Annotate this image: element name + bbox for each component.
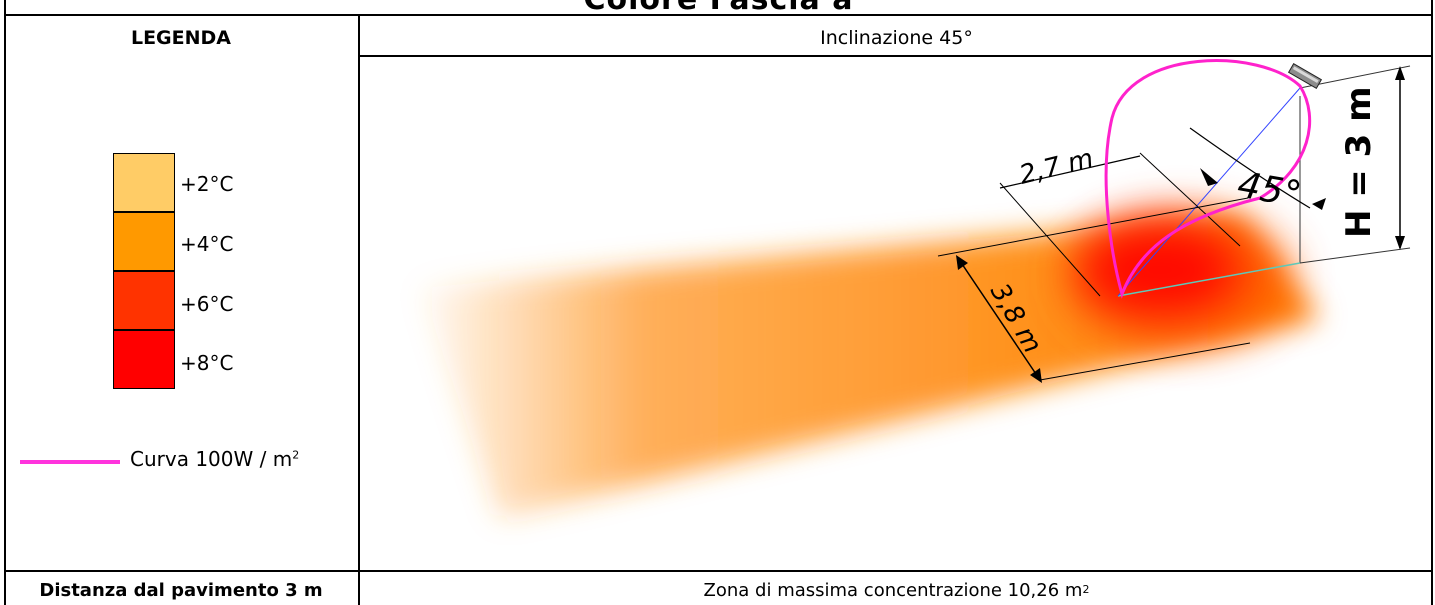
power-curve [1104, 59, 1312, 299]
legend-label-6c: +6°C [180, 292, 234, 316]
heat-diagram: 2,7 m 3,8 m 45° H = 3 m [420, 59, 1411, 518]
legend-swatch-8c [113, 330, 175, 389]
floor-projection-line [1117, 262, 1301, 297]
heat-zone-8c [1080, 225, 1240, 315]
arrow-head [956, 255, 968, 270]
angle-arrow [1200, 168, 1218, 186]
height-label: H = 3 m [1339, 86, 1379, 238]
grid-line [4, 0, 6, 605]
sheet-title: Colore Fascia a [4, 0, 1433, 14]
title-strip: Colore Fascia a [4, 0, 1433, 14]
heater-icon [1287, 62, 1323, 90]
arrow-head [1395, 236, 1405, 250]
legend-label-8c: +8°C [180, 351, 234, 375]
floor-distance-label: Distanza dal pavimento 3 m [39, 579, 323, 601]
legend-swatch-2c [113, 153, 175, 212]
dim-extension [1139, 152, 1241, 247]
beam-axis-line [1117, 87, 1301, 297]
grid-line [4, 570, 1433, 572]
legend-swatch-4c [113, 212, 175, 271]
length-dimension-line [957, 257, 1041, 381]
width-dimension-line [999, 155, 1141, 189]
legend-title: LEGENDA [130, 27, 232, 49]
angle-label: 45° [1234, 164, 1304, 215]
grid-line [1431, 0, 1433, 605]
angle-arc [1189, 127, 1311, 209]
grid-line [358, 55, 1433, 57]
dim-extension [1299, 247, 1411, 264]
legend-swatch-6c [113, 271, 175, 330]
dim-extension [937, 197, 1249, 257]
table-frame [4, 0, 1433, 605]
inclination-title: Inclinazione 45° [820, 27, 973, 49]
dim-extension [999, 182, 1101, 297]
width-label: 2,7 m [1016, 144, 1096, 191]
legend-label-4c: +4°C [180, 232, 234, 256]
dim-extension [1039, 342, 1251, 381]
angle-arrow [1312, 198, 1326, 210]
grid-line [358, 14, 360, 605]
arrow-head [1030, 368, 1042, 383]
curve-legend-label: Curva 100W / m2 [130, 447, 300, 471]
grid-line [4, 14, 1433, 16]
arrow-head [1395, 66, 1405, 80]
legend-label-2c: +2°C [180, 172, 234, 196]
curve-legend-line [20, 460, 120, 464]
